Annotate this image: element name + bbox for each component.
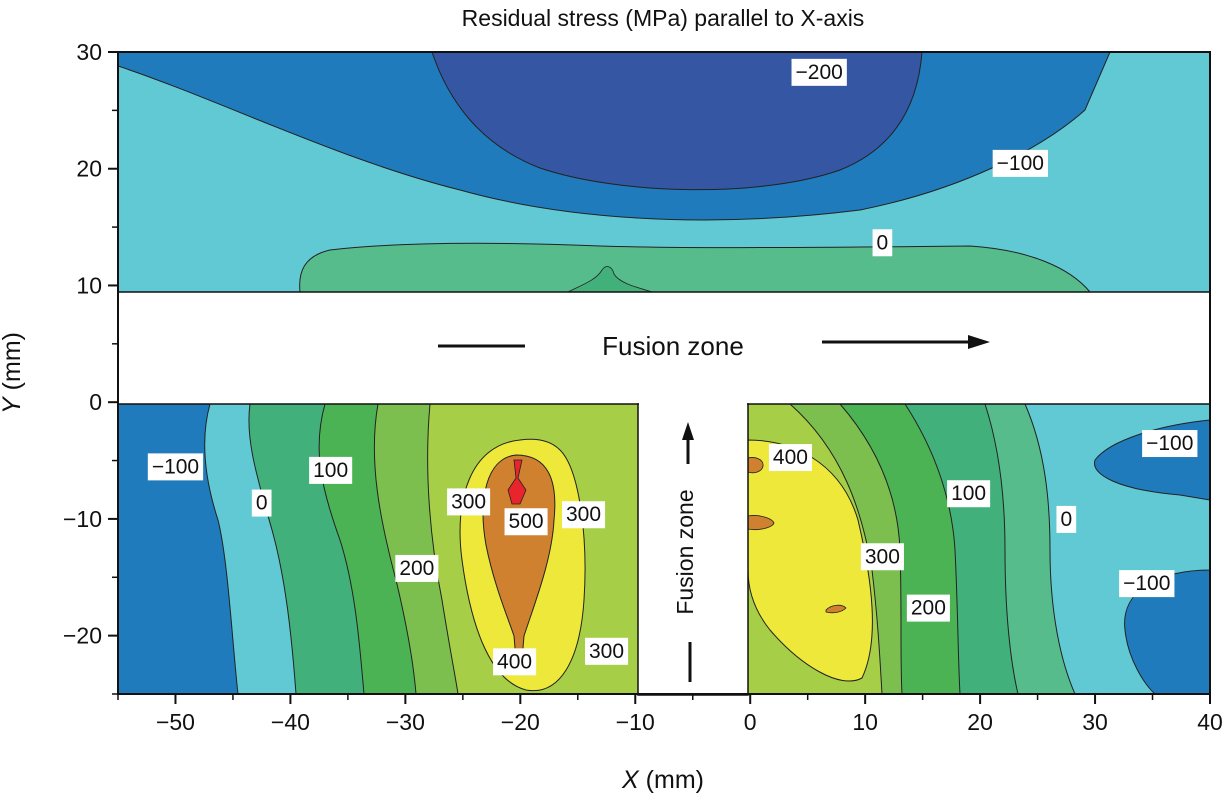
y-tick-label: 20 <box>76 156 102 182</box>
x-tick-label: −20 <box>501 709 540 735</box>
svg-text:300: 300 <box>566 503 601 526</box>
contour-label: 200 <box>395 554 439 582</box>
x-axis-label-variable: X <box>621 766 640 794</box>
region-400-spot-2 <box>747 515 775 531</box>
x-tick-label: −30 <box>386 709 425 735</box>
svg-text:−100: −100 <box>1146 432 1193 455</box>
region-100-upper-bump <box>567 266 653 293</box>
fusion-zone-vertical-arrow-head <box>682 422 694 440</box>
y-tick-label: −10 <box>63 506 102 532</box>
contour-label: 100 <box>309 456 353 484</box>
chart-title: Residual stress (MPa) parallel to X-axis <box>462 5 865 31</box>
x-tick-label: 20 <box>967 709 993 735</box>
contour-label: 300 <box>562 501 606 529</box>
plot-frame <box>117 51 1211 695</box>
contour-label: 0 <box>872 229 893 257</box>
contour-label: −200 <box>791 58 847 86</box>
contour-label: −100 <box>992 149 1048 177</box>
x-tick-label: 0 <box>744 709 757 735</box>
y-tick-label: −20 <box>63 623 102 649</box>
svg-text:100: 100 <box>313 459 348 482</box>
region-minus-200-upper <box>431 52 923 191</box>
svg-text:−100: −100 <box>997 152 1044 175</box>
contour-label: 300 <box>860 543 904 571</box>
y-tick-label: 0 <box>89 389 102 415</box>
contour-label: 100 <box>947 480 991 508</box>
svg-text:−200: −200 <box>796 61 843 84</box>
region-500-lower-left <box>507 459 527 505</box>
contour-label: 200 <box>906 594 950 622</box>
y-axis-label-unit: (mm) <box>0 332 26 397</box>
region-300-lower-right <box>747 439 873 682</box>
fusion-zones: Fusion zone Fusion zone <box>117 291 1211 696</box>
y-tick-label: 30 <box>76 39 102 65</box>
svg-text:300: 300 <box>865 545 900 568</box>
contour-label: −100 <box>147 453 204 481</box>
region-50-upper <box>299 242 1092 293</box>
svg-text:200: 200 <box>399 557 434 580</box>
x-tick-label: −40 <box>271 709 310 735</box>
svg-text:300: 300 <box>589 640 624 663</box>
fusion-zone-horizontal <box>117 291 1211 405</box>
svg-text:0: 0 <box>256 492 268 515</box>
svg-text:300: 300 <box>451 490 486 513</box>
region-400-spot-1 <box>747 457 764 474</box>
x-tick-label: 40 <box>1197 709 1223 735</box>
contour-label: 0 <box>251 489 272 517</box>
contour-label: 400 <box>493 648 537 676</box>
x-tick-label: 10 <box>852 709 878 735</box>
contour-label: 300 <box>585 637 629 665</box>
contour-label: 400 <box>768 444 812 472</box>
y-axis-label-variable: Y <box>0 395 26 414</box>
fusion-zone-horizontal-arrow-head <box>968 335 990 349</box>
x-tick-label: −50 <box>156 709 195 735</box>
x-tick-label: 30 <box>1082 709 1108 735</box>
svg-text:500: 500 <box>509 510 544 533</box>
fusion-zone-vertical-label: Fusion zone <box>672 489 698 614</box>
svg-text:400: 400 <box>497 650 532 673</box>
svg-text:−100: −100 <box>152 455 199 478</box>
y-tick-label: 10 <box>76 272 102 298</box>
svg-text:100: 100 <box>951 482 986 505</box>
contour-label: −100 <box>1142 430 1198 458</box>
y-axis-label: Y (mm) <box>0 332 26 414</box>
contour-labels: −200 −100 0 −100 100 0 300 500 300 200 400 300 400 10… <box>147 58 1198 676</box>
contour-label: 300 <box>447 488 491 516</box>
svg-text:0: 0 <box>1060 508 1072 531</box>
svg-text:400: 400 <box>773 446 808 469</box>
x-axis-label: X (mm) <box>621 766 704 794</box>
svg-text:0: 0 <box>877 231 889 254</box>
contour-label: −100 <box>1119 570 1175 598</box>
svg-text:−100: −100 <box>1123 572 1170 595</box>
svg-text:200: 200 <box>911 597 946 620</box>
fusion-zone-horizontal-label: Fusion zone <box>602 331 744 361</box>
x-axis-label-unit: (mm) <box>639 766 704 794</box>
contour-label: 500 <box>504 508 548 536</box>
x-tick-label: −10 <box>616 709 655 735</box>
region-400-spot-3 <box>825 604 847 614</box>
fusion-zone-vertical-cover <box>639 402 747 406</box>
contour-label: 0 <box>1056 505 1077 533</box>
